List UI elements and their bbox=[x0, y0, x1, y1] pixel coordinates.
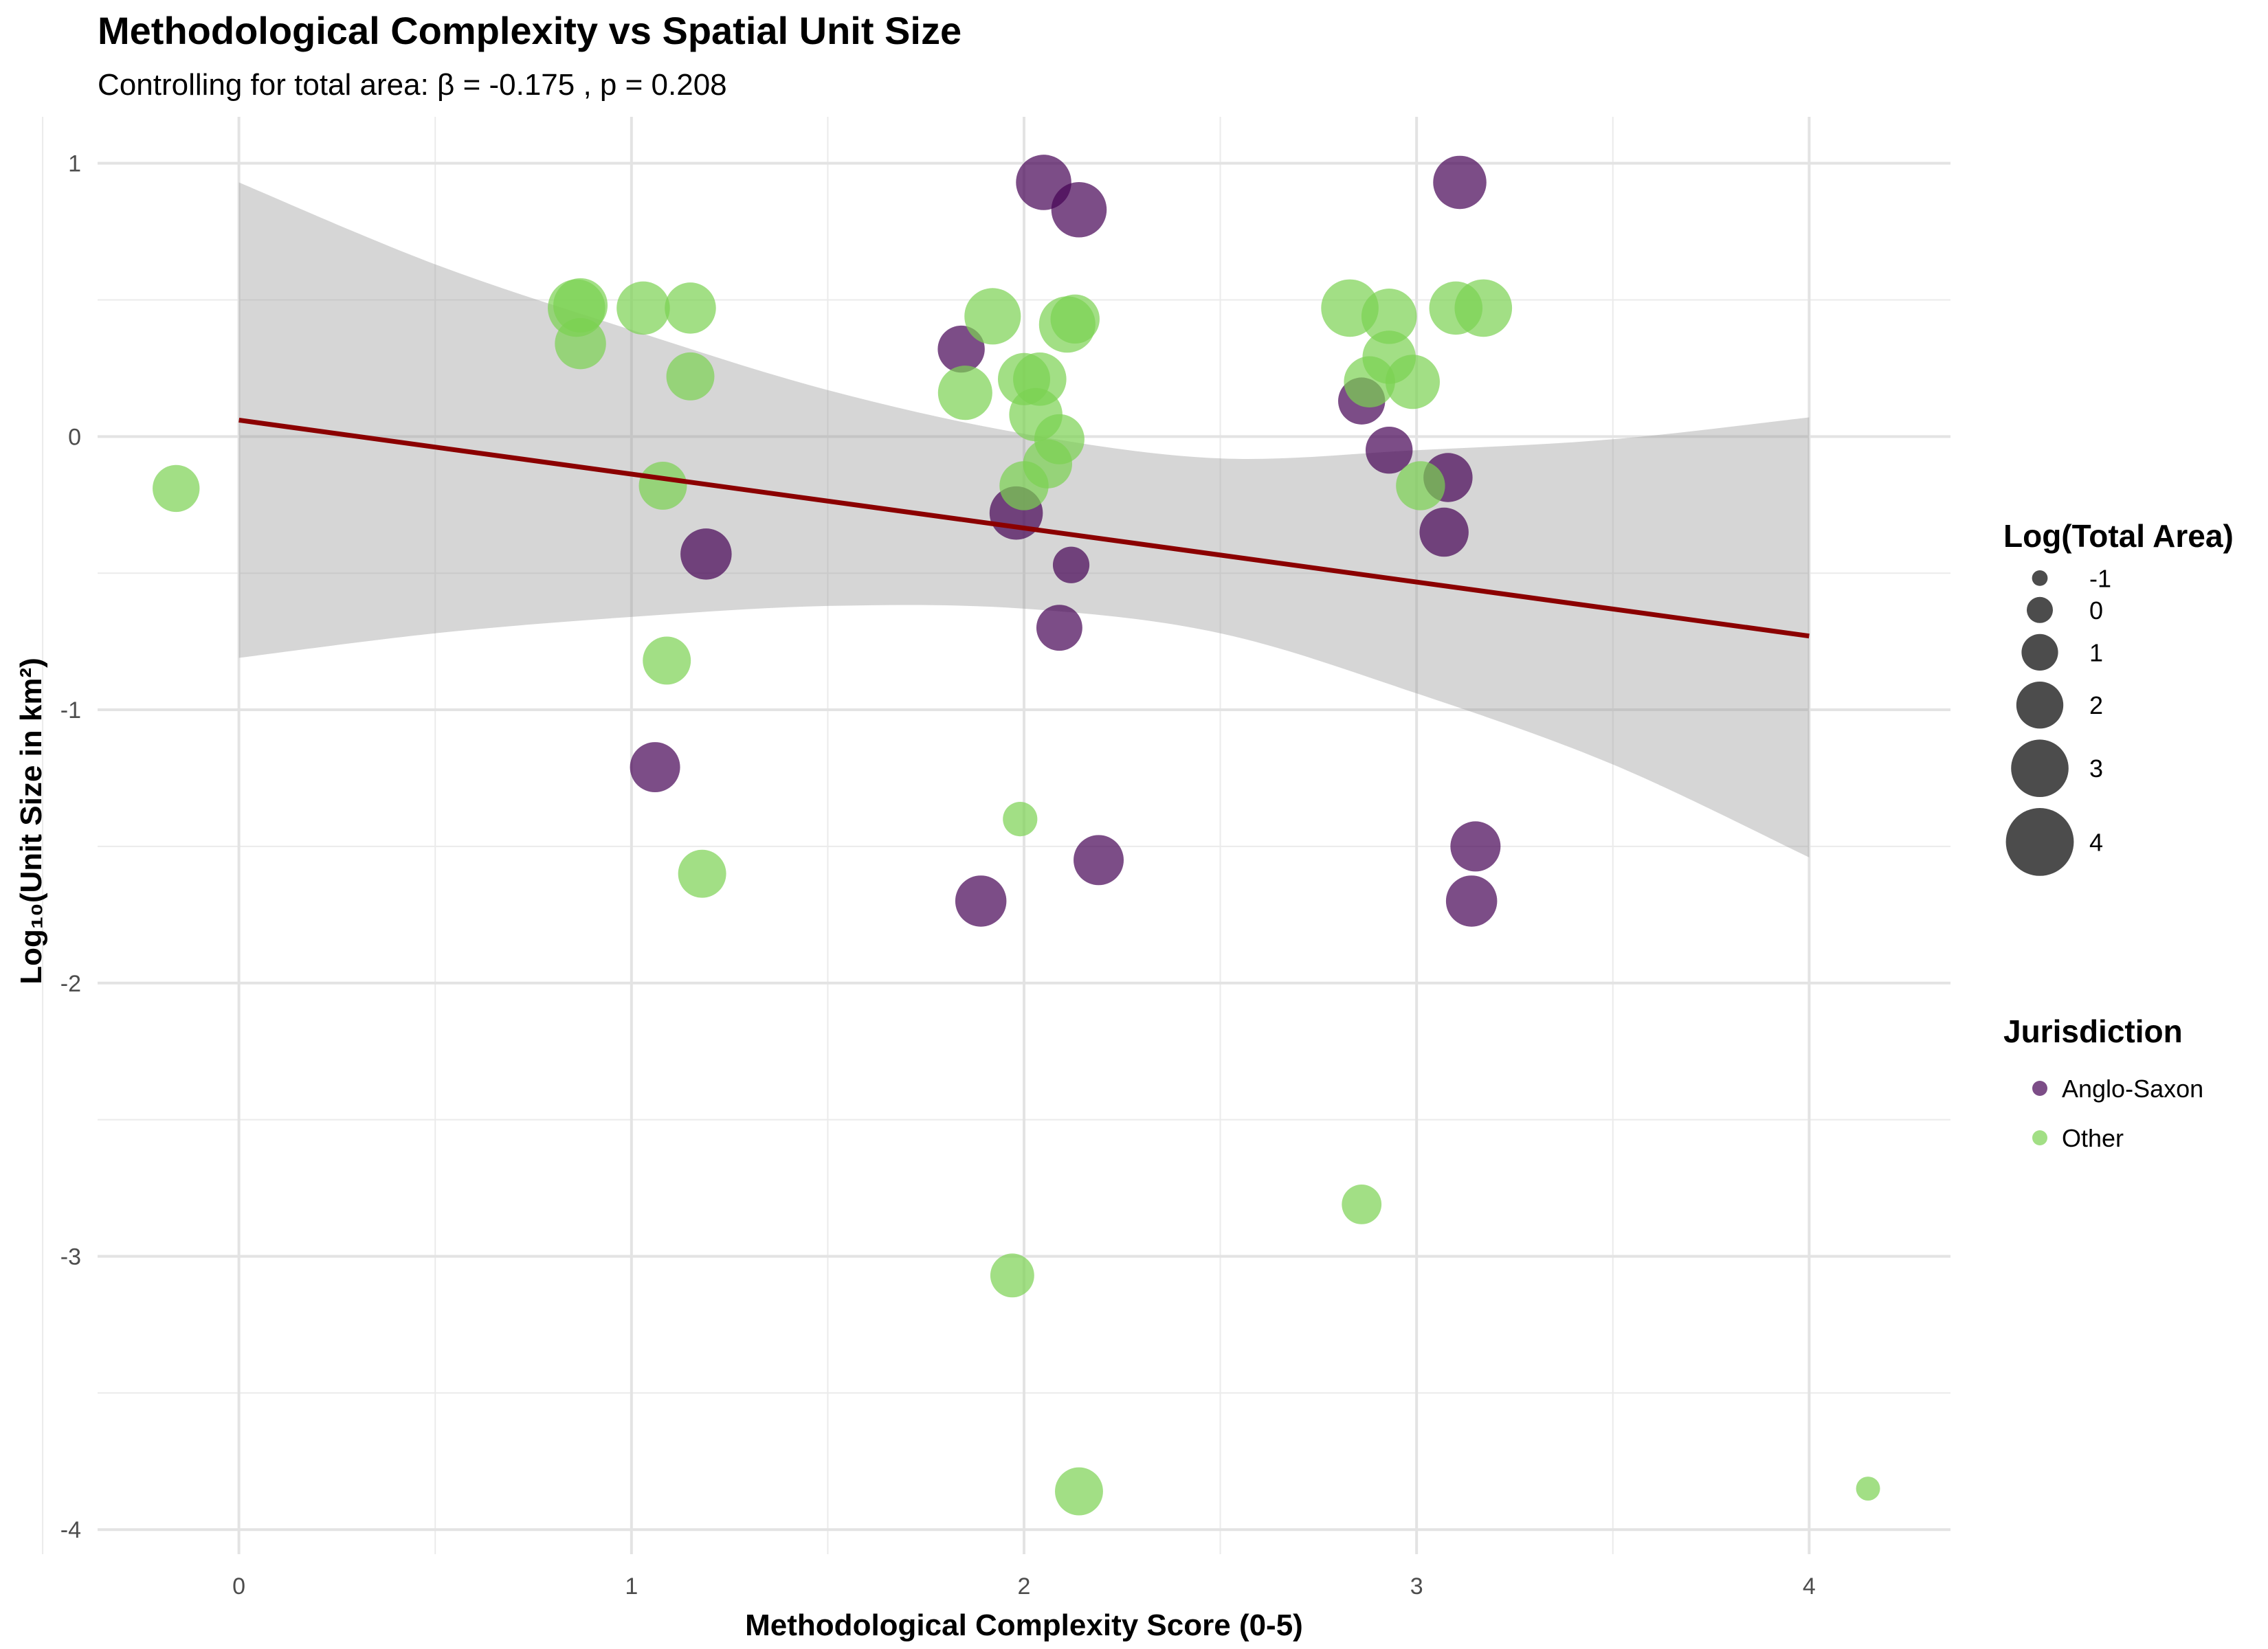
data-point-other bbox=[555, 317, 606, 370]
size-legend-label: 3 bbox=[2089, 754, 2103, 783]
data-point-other bbox=[616, 281, 670, 335]
data-point-anglo-saxon bbox=[1419, 507, 1469, 557]
data-point-anglo-saxon bbox=[1051, 181, 1107, 238]
data-point-other bbox=[1055, 1467, 1103, 1516]
chart-title: Methodological Complexity vs Spatial Uni… bbox=[98, 9, 961, 52]
size-legend-key bbox=[2011, 739, 2069, 797]
data-point-anglo-saxon bbox=[680, 528, 732, 580]
data-point-other bbox=[1856, 1477, 1880, 1501]
data-point-other bbox=[964, 288, 1021, 345]
size-legend-key bbox=[2005, 808, 2074, 876]
color-legend-title: Jurisdiction bbox=[2003, 1013, 2183, 1049]
x-axis-title: Methodological Complexity Score (0-5) bbox=[745, 1608, 1303, 1642]
y-tick-label: -4 bbox=[60, 1517, 81, 1543]
size-legend-label: -1 bbox=[2089, 564, 2111, 592]
data-point-other bbox=[553, 278, 608, 333]
x-tick-label: 0 bbox=[232, 1573, 245, 1600]
x-tick-label: 3 bbox=[1410, 1573, 1423, 1600]
data-points-layer bbox=[153, 155, 1880, 1516]
trend-line-layer bbox=[238, 418, 1810, 639]
trend-line bbox=[238, 418, 1810, 639]
data-point-other bbox=[1396, 461, 1445, 511]
data-point-other bbox=[1385, 355, 1440, 410]
data-point-other bbox=[999, 461, 1049, 511]
x-axis-ticks: 0 1 2 3 4 bbox=[232, 1573, 1816, 1600]
data-point-anglo-saxon bbox=[1052, 546, 1090, 583]
size-legend-key bbox=[2027, 596, 2053, 623]
data-point-other bbox=[1342, 1185, 1382, 1224]
data-point-other bbox=[937, 366, 992, 420]
data-point-anglo-saxon bbox=[1450, 821, 1501, 872]
color-legend-key bbox=[2032, 1081, 2047, 1096]
data-point-anglo-saxon bbox=[1074, 835, 1124, 886]
data-point-anglo-saxon bbox=[1433, 155, 1487, 210]
data-point-other bbox=[990, 1253, 1034, 1298]
size-legend-key bbox=[2032, 570, 2048, 586]
data-point-anglo-saxon bbox=[1366, 427, 1413, 474]
color-legend: Jurisdiction Anglo-Saxon Other bbox=[2003, 1013, 2203, 1152]
size-legend-items: -1 0 1 2 3 4 bbox=[2005, 564, 2111, 876]
x-tick-label: 2 bbox=[1018, 1573, 1031, 1600]
data-point-other bbox=[1454, 279, 1513, 337]
data-point-anglo-saxon bbox=[955, 875, 1007, 927]
data-point-anglo-saxon bbox=[937, 325, 985, 373]
y-axis-ticks: 1 0 -1 -2 -3 -4 bbox=[60, 151, 81, 1544]
size-legend-key bbox=[2021, 633, 2058, 671]
data-point-other bbox=[666, 352, 715, 401]
data-point-anglo-saxon bbox=[1445, 875, 1498, 927]
color-legend-key bbox=[2032, 1130, 2047, 1145]
data-point-other bbox=[638, 461, 687, 510]
data-point-other bbox=[643, 636, 691, 685]
data-point-other bbox=[1361, 289, 1417, 344]
color-legend-items: Anglo-Saxon Other bbox=[2032, 1075, 2203, 1152]
y-tick-label: 0 bbox=[68, 424, 81, 450]
x-tick-label: 4 bbox=[1803, 1573, 1816, 1600]
size-legend-title: Log(Total Area) bbox=[2003, 518, 2234, 554]
size-legend-label: 1 bbox=[2089, 638, 2103, 666]
y-tick-label: -1 bbox=[60, 697, 81, 723]
chart-subtitle: Controlling for total area: β = -0.175 ,… bbox=[98, 68, 727, 102]
data-point-other bbox=[1003, 802, 1038, 837]
size-legend-key bbox=[2016, 681, 2064, 729]
x-tick-label: 1 bbox=[625, 1573, 638, 1600]
data-point-anglo-saxon bbox=[630, 742, 680, 793]
data-point-anglo-saxon bbox=[1036, 605, 1082, 651]
data-point-other bbox=[1344, 356, 1395, 408]
color-legend-label: Other bbox=[2062, 1124, 2124, 1152]
data-point-other bbox=[678, 849, 726, 898]
color-legend-label: Anglo-Saxon bbox=[2062, 1075, 2203, 1103]
data-point-other bbox=[665, 282, 716, 334]
size-legend: Log(Total Area) -1 0 1 2 3 4 bbox=[2003, 518, 2234, 876]
size-legend-label: 2 bbox=[2089, 691, 2103, 719]
y-tick-label: -3 bbox=[60, 1244, 81, 1270]
size-legend-label: 0 bbox=[2089, 596, 2103, 625]
size-legend-label: 4 bbox=[2089, 828, 2103, 856]
data-point-other bbox=[153, 464, 200, 513]
y-tick-label: -2 bbox=[60, 971, 81, 997]
y-axis-title: Log₁₀(Unit Size in km²) bbox=[14, 658, 48, 985]
data-point-other bbox=[1050, 294, 1100, 344]
y-tick-label: 1 bbox=[68, 151, 81, 177]
